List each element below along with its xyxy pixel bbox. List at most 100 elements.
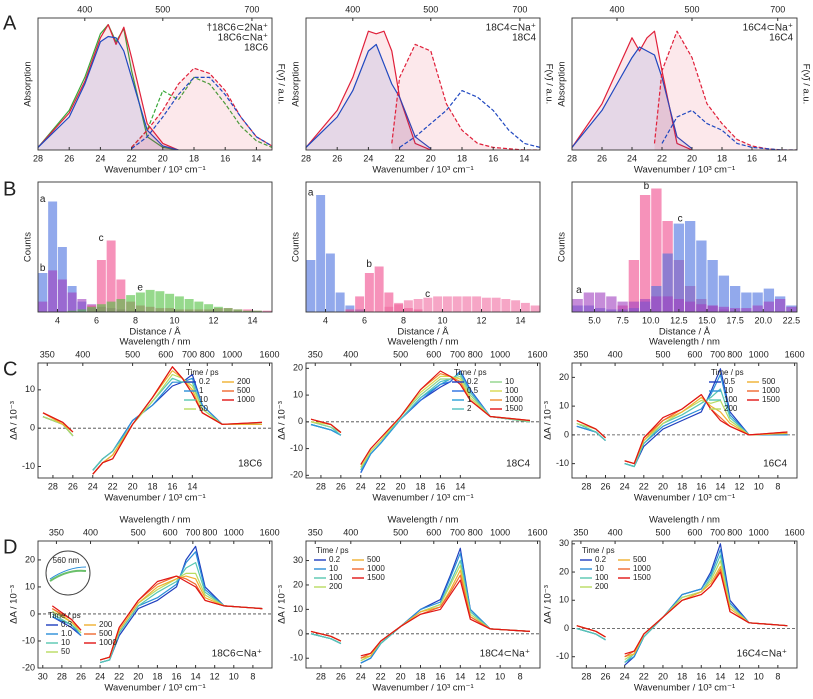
- x-tick-label: 10: [229, 671, 239, 681]
- legend-label: 500: [762, 377, 776, 386]
- line: [99, 562, 263, 664]
- top-tick-label: 500: [423, 4, 438, 14]
- line: [310, 633, 342, 645]
- inset-curve: [49, 566, 87, 580]
- x-tick-label: 24: [95, 671, 105, 681]
- y-tick-label: 30: [293, 555, 303, 565]
- x-tick-label: 20: [158, 153, 168, 163]
- top-tick-label: 1600: [785, 349, 805, 359]
- x-tick-label: 18: [677, 671, 687, 681]
- legend-label: 200: [329, 582, 343, 591]
- panel-label: B: [3, 178, 16, 200]
- x-axis-label: Wavenumber / 10³ cm⁻¹: [372, 683, 473, 694]
- y-axis-label: ΔA / 10⁻³: [277, 401, 288, 440]
- x-tick-label: 8: [518, 671, 523, 681]
- bar: [57, 279, 67, 312]
- y-axis-label: Absorption: [23, 61, 34, 106]
- legend-label: 100: [329, 573, 343, 582]
- legend-label: 18C6⊂Na⁺: [218, 33, 268, 44]
- bar: [87, 306, 97, 312]
- bar: [651, 188, 662, 312]
- line: [399, 90, 540, 148]
- plot-frame: [305, 17, 541, 151]
- x-tick-label: 14: [455, 671, 465, 681]
- x-axis-label: Distance / Å: [129, 327, 181, 338]
- bar: [442, 296, 452, 312]
- bar: [752, 305, 763, 312]
- bar: [38, 273, 48, 312]
- top-tick-label: 350: [40, 349, 55, 359]
- legend-label: 0.2: [595, 555, 607, 564]
- x-tick-label: 17.5: [726, 315, 744, 325]
- x-axis-label: Wavenumber / 10³ cm⁻¹: [104, 493, 205, 504]
- bar: [774, 299, 786, 312]
- plot-content: [572, 368, 797, 468]
- plot-area: [572, 182, 797, 312]
- sample-label: 16C4⊂Na⁺: [737, 649, 787, 660]
- series-label: a: [308, 188, 314, 199]
- top-tick-label: 800: [727, 527, 742, 537]
- x-tick-label: 10: [169, 315, 179, 325]
- bar: [763, 288, 775, 312]
- legend-label: 1500: [367, 573, 385, 582]
- top-tick-label: 400: [75, 349, 90, 359]
- top-axis-label: Wavelength / nm: [388, 515, 459, 526]
- line: [51, 605, 82, 631]
- y-tick-label: 0: [30, 423, 35, 433]
- bar: [628, 301, 640, 312]
- top-tick-label: 500: [155, 4, 170, 14]
- y-tick-label: 0: [564, 429, 569, 439]
- bar: [628, 260, 640, 312]
- x-tick-label: 26: [68, 481, 78, 491]
- bar: [106, 240, 116, 312]
- bar: [696, 304, 707, 312]
- legend-label: 500: [633, 555, 647, 564]
- line: [576, 627, 606, 641]
- top-tick-label: 700: [450, 527, 465, 537]
- line: [99, 575, 263, 661]
- x-tick-label: 14: [519, 153, 529, 163]
- x-tick-label: 20: [128, 481, 138, 491]
- series-label: b: [40, 263, 46, 274]
- top-tick-label: 400: [609, 4, 624, 14]
- series-label: b: [366, 259, 372, 270]
- line: [624, 571, 788, 655]
- legend-label: 0.2: [199, 377, 211, 386]
- x-tick-label: 14: [515, 315, 525, 325]
- top-tick-label: 350: [573, 349, 588, 359]
- bar: [165, 293, 175, 312]
- x-tick-label: 20: [133, 671, 143, 681]
- series-label: c: [678, 214, 683, 225]
- y-tick-label: 10: [25, 384, 35, 394]
- x-tick-label: 26: [597, 153, 607, 163]
- x-tick-label: 22: [108, 481, 118, 491]
- legend-label: 0.2: [329, 555, 341, 564]
- legend-label: 50: [61, 647, 70, 656]
- x-tick-label: 22: [376, 671, 386, 681]
- y-tick-label: 10: [293, 389, 303, 399]
- line: [391, 43, 540, 150]
- top-axis-label: Wavelength / nm: [388, 337, 459, 348]
- bar: [413, 299, 423, 312]
- x-tick-label: 28: [567, 153, 577, 163]
- plot-frame: [37, 540, 273, 669]
- line: [360, 375, 531, 468]
- top-tick-label: 350: [308, 349, 323, 359]
- legend-label: 1000: [237, 395, 255, 404]
- bar: [729, 286, 741, 312]
- line: [661, 109, 797, 150]
- x-tick-label: 20.0: [754, 315, 772, 325]
- x-tick-label: 14: [187, 481, 197, 491]
- y-axis-label: Counts: [291, 232, 302, 262]
- top-tick-label: 400: [77, 4, 92, 14]
- y-tick-label: -10: [556, 651, 569, 661]
- x-tick-label: 24: [620, 481, 630, 491]
- plot-area: [572, 363, 797, 478]
- x-tick-label: 10: [437, 315, 447, 325]
- x-tick-label: 16: [696, 671, 706, 681]
- top-tick-label: 600: [163, 527, 178, 537]
- y-tick-label: 20: [559, 566, 569, 576]
- x-tick-label: 26: [601, 481, 611, 491]
- x-tick-label: 12: [735, 481, 745, 491]
